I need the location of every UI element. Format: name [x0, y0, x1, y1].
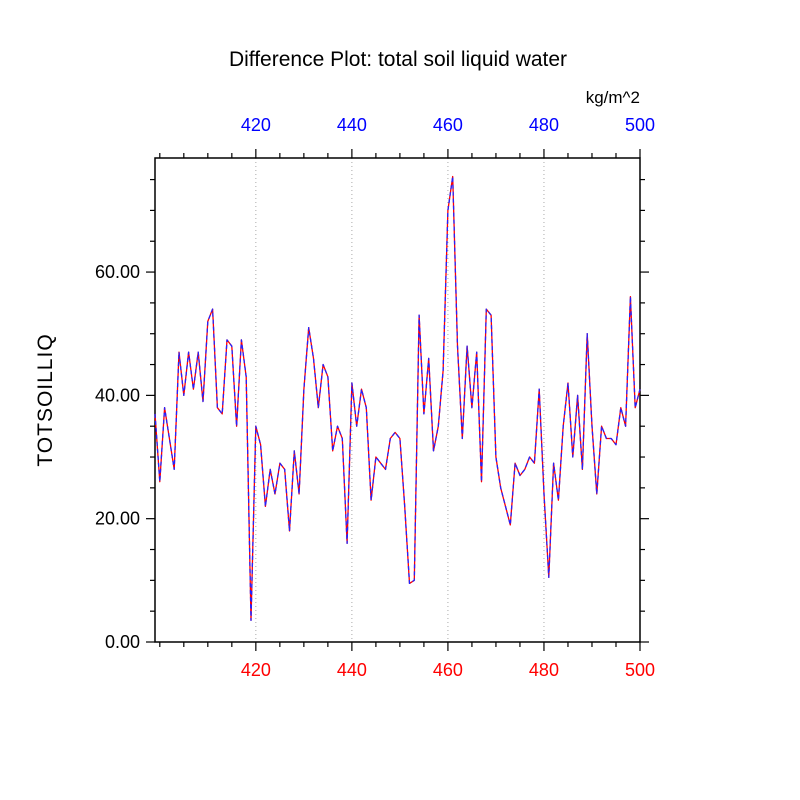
x-tick-label-bottom: 500 — [625, 660, 655, 680]
series-line-dashed — [154, 175, 641, 622]
x-tick-label-top: 500 — [625, 115, 655, 135]
series-line-solid — [154, 175, 641, 622]
x-tick-label-bottom: 440 — [337, 660, 367, 680]
top-axis-unit-label: kg/m^2 — [585, 88, 640, 107]
y-tick-label-left: 20.00 — [95, 509, 140, 529]
chart-title: Difference Plot: total soil liquid water — [228, 48, 568, 71]
y-tick-label-left: 60.00 — [95, 262, 140, 282]
y-tick-label-left: 40.00 — [95, 385, 140, 405]
x-tick-label-bottom: 460 — [433, 660, 463, 680]
x-tick-label-top: 440 — [337, 115, 367, 135]
x-tick-label-top: 480 — [529, 115, 559, 135]
x-tick-label-bottom: 420 — [241, 660, 271, 680]
y-tick-label-left: 0.00 — [105, 632, 140, 652]
x-tick-label-top: 460 — [433, 115, 463, 135]
x-tick-label-top: 420 — [241, 115, 271, 135]
plot-frame — [154, 157, 641, 643]
x-tick-label-bottom: 480 — [529, 660, 559, 680]
